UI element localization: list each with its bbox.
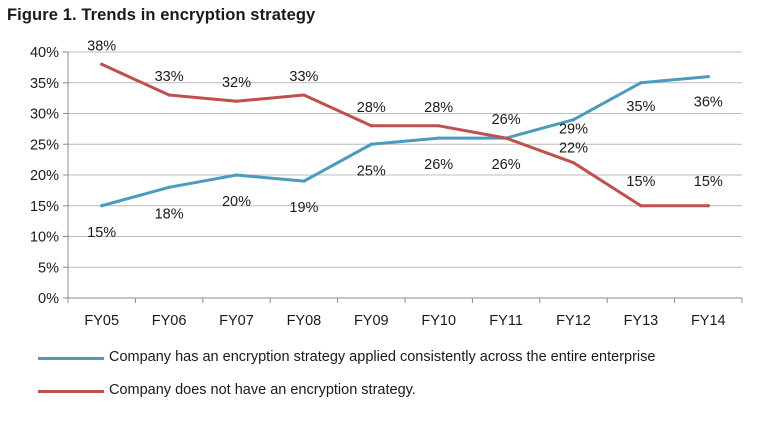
data-point — [369, 124, 373, 128]
data-label: 29% — [559, 122, 588, 138]
data-label: 20% — [222, 194, 251, 210]
data-label: 28% — [424, 100, 453, 116]
legend-label: Company does not have an encryption stra… — [109, 382, 416, 398]
legend-swatch-red — [38, 390, 104, 393]
series — [100, 62, 710, 208]
y-tick-label: 25% — [30, 137, 59, 153]
data-point — [167, 93, 171, 97]
data-label: 32% — [222, 75, 251, 91]
data-label: 38% — [87, 38, 116, 54]
x-tick-label: FY05 — [84, 313, 119, 329]
data-point — [234, 99, 239, 103]
data-label: 15% — [626, 174, 655, 190]
y-tick-label: 30% — [30, 107, 59, 123]
data-point — [437, 136, 441, 140]
legend-item-no-encryption-strategy: Company does not have an encryption stra… — [8, 380, 768, 402]
x-tick-label: FY14 — [691, 313, 726, 329]
data-point — [234, 173, 239, 177]
x-tick-label: FY13 — [624, 313, 659, 329]
y-tick-label: 40% — [30, 45, 59, 61]
x-tick-label: FY09 — [354, 313, 389, 329]
data-label: 15% — [694, 174, 723, 190]
x-tick-label: FY07 — [219, 313, 254, 329]
data-point — [167, 185, 171, 189]
data-point — [571, 161, 576, 165]
x-tick-label: FY10 — [421, 313, 456, 329]
data-label: 33% — [155, 69, 184, 85]
x-tick-label: FY12 — [556, 313, 591, 329]
data-point — [504, 136, 508, 140]
series-line-encryption-strategy — [100, 75, 710, 208]
data-point — [302, 93, 306, 97]
x-tick-label: FY06 — [152, 313, 187, 329]
y-tick-label: 20% — [30, 168, 59, 184]
y-tick-label: 5% — [38, 260, 59, 276]
data-label: 25% — [357, 163, 386, 179]
data-label: 26% — [492, 157, 521, 173]
series-line-no-encryption-strategy — [100, 62, 710, 208]
legend-swatch-blue — [38, 357, 104, 360]
data-label: 18% — [155, 206, 184, 222]
data-point — [639, 204, 643, 208]
data-label: 19% — [289, 200, 318, 216]
x-tick-label: FY11 — [489, 313, 523, 329]
legend-item-encryption-strategy: Company has an encryption strategy appli… — [8, 347, 768, 369]
data-label: 26% — [492, 112, 521, 128]
data-label: 35% — [626, 99, 655, 115]
y-tick-label: 10% — [30, 230, 59, 246]
data-point — [100, 62, 104, 66]
data-label: 33% — [289, 69, 318, 85]
data-label: 22% — [559, 141, 588, 157]
legend-label: Company has an encryption strategy appli… — [109, 349, 656, 365]
x-tick-label: FY08 — [287, 313, 322, 329]
data-point — [571, 118, 576, 122]
data-label: 15% — [87, 225, 116, 241]
data-point — [437, 124, 441, 128]
axes: 0% 5% 10% 15% 20% 25% 30% 35% 40% FY05 FY06 FY07 FY0… — [30, 45, 743, 329]
y-tick-label: 15% — [30, 199, 59, 215]
data-label: 36% — [694, 95, 723, 111]
data-point — [706, 204, 710, 208]
chart-title: Figure 1. Trends in encryption strategy — [7, 6, 316, 24]
data-label: 26% — [424, 157, 453, 173]
data-label: 28% — [357, 100, 386, 116]
data-point — [302, 179, 306, 183]
y-tick-label: 0% — [38, 291, 59, 307]
data-point — [639, 81, 643, 85]
data-labels: 15% 18% 20% 19% 25% 26% 26% 29% 35% 36% 38% 33% 32% 3… — [87, 38, 723, 240]
data-point — [100, 204, 104, 208]
data-point — [369, 142, 373, 146]
y-tick-label: 35% — [30, 76, 59, 92]
data-point — [706, 75, 710, 79]
